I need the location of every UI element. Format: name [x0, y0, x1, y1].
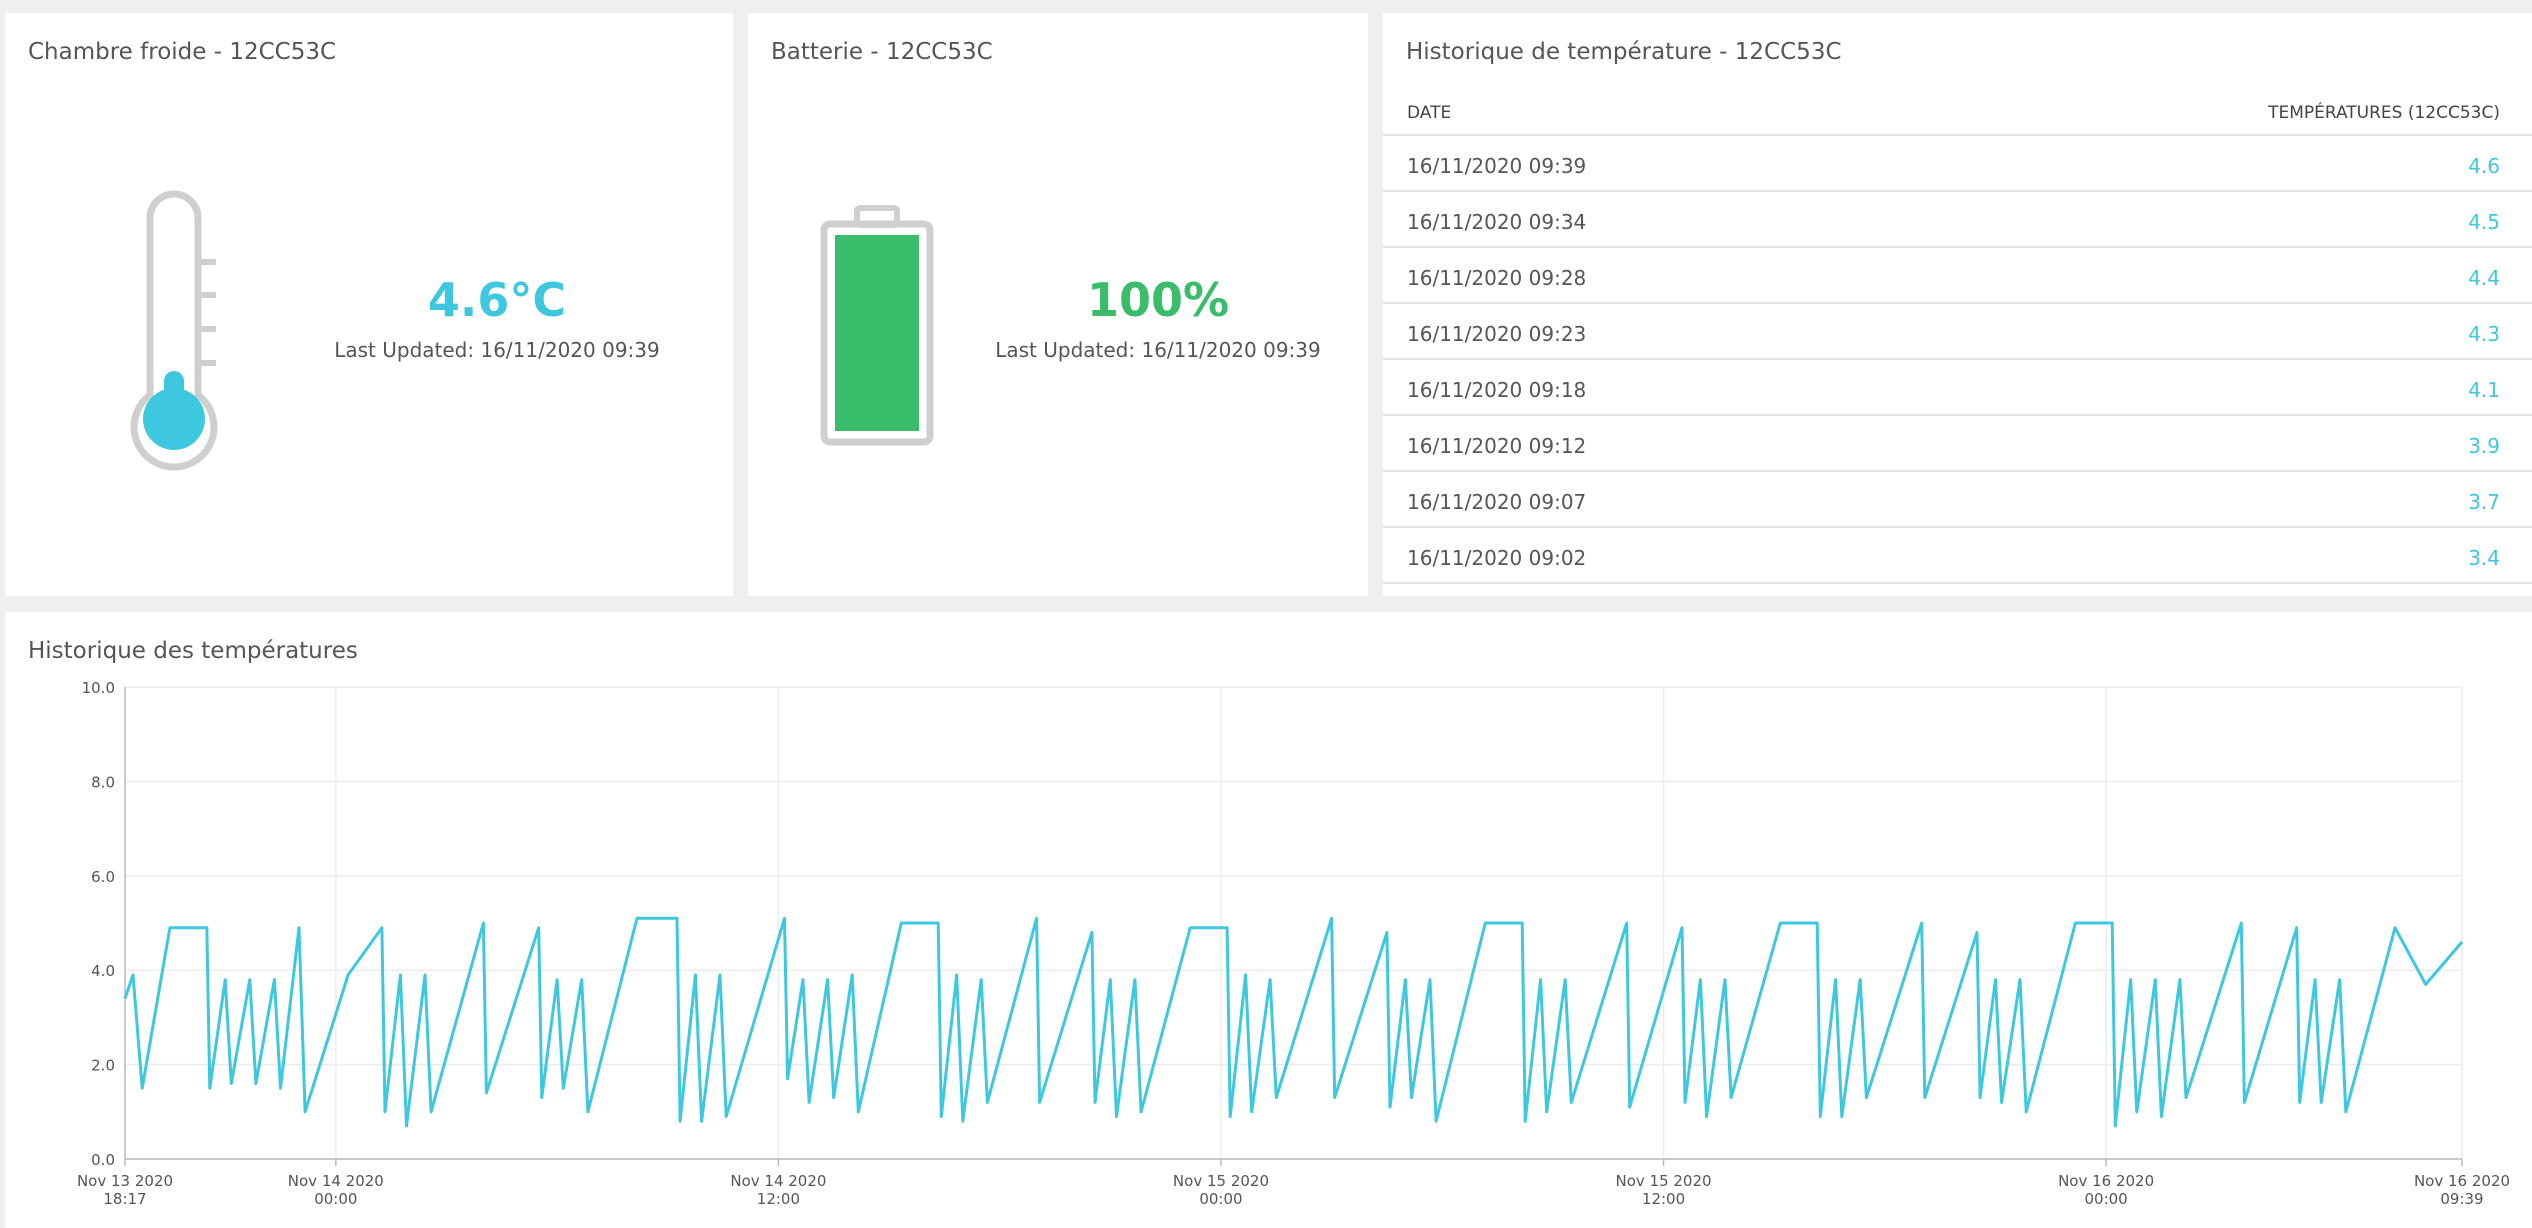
battery-last-updated: Last Updated: 16/11/2020 09:39 — [995, 338, 1321, 362]
temperature-last-updated: Last Updated: 16/11/2020 09:39 — [334, 338, 660, 362]
y-tick-label: 0.0 — [91, 1151, 115, 1169]
temperature-history-table: DATE TEMPÉRATURES (12CC53C) 16/11/2020 0… — [1383, 83, 2532, 584]
row-date: 16/11/2020 09:28 — [1407, 266, 1587, 290]
x-tick-label: 12:00 — [1642, 1190, 1685, 1208]
row-date: 16/11/2020 09:02 — [1407, 546, 1587, 570]
row-date: 16/11/2020 09:12 — [1407, 434, 1587, 458]
battery-title: Batterie - 12CC53C — [771, 39, 993, 65]
y-tick-label: 4.0 — [91, 962, 115, 980]
temperature-history-title: Historique de température - 12CC53C — [1406, 39, 1842, 65]
row-temperature: 3.4 — [2468, 546, 2500, 570]
row-temperature: 4.4 — [2468, 266, 2500, 290]
temperature-history-panel: Historique de température - 12CC53C DATE… — [1383, 13, 2532, 596]
cold-room-title: Chambre froide - 12CC53C — [28, 39, 337, 65]
x-tick-label: Nov 15 2020 — [1173, 1172, 1269, 1190]
table-row: 16/11/2020 09:07 3.7 — [1383, 472, 2532, 528]
table-row: 16/11/2020 09:12 3.9 — [1383, 416, 2532, 472]
row-temperature: 4.6 — [2468, 154, 2500, 178]
battery-panel: Batterie - 12CC53C 100% Last Updated: 16… — [748, 13, 1368, 596]
table-row: 16/11/2020 09:23 4.3 — [1383, 304, 2532, 360]
table-row: 16/11/2020 09:28 4.4 — [1383, 248, 2532, 304]
temperature-chart-panel: Historique des températures 0.0 2.0 4.0 6.0… — [5, 612, 2532, 1228]
x-tick-label: 00:00 — [2084, 1190, 2127, 1208]
x-tick-label: 00:00 — [1199, 1190, 1242, 1208]
x-tick-label: Nov 13 2020 — [77, 1172, 173, 1190]
x-tick-label: 12:00 — [757, 1190, 800, 1208]
y-tick-label: 8.0 — [91, 773, 115, 791]
battery-fill — [835, 235, 919, 431]
column-header-temperature[interactable]: TEMPÉRATURES (12CC53C) — [2268, 103, 2500, 123]
row-temperature: 4.5 — [2468, 210, 2500, 234]
x-tick-label: Nov 14 2020 — [730, 1172, 826, 1190]
x-tick-label: 00:00 — [314, 1190, 357, 1208]
y-tick-label: 10.0 — [82, 679, 115, 697]
table-row: 16/11/2020 09:34 4.5 — [1383, 192, 2532, 248]
x-tick-label: 09:39 — [2440, 1190, 2483, 1208]
table-row: 16/11/2020 09:39 4.6 — [1383, 136, 2532, 192]
row-temperature: 4.3 — [2468, 322, 2500, 346]
battery-icon — [820, 205, 934, 446]
x-tick-label: Nov 15 2020 — [1615, 1172, 1711, 1190]
row-temperature: 3.9 — [2468, 434, 2500, 458]
table-row: 16/11/2020 09:02 3.4 — [1383, 528, 2532, 584]
x-tick-label: Nov 16 2020 — [2058, 1172, 2154, 1190]
x-tick-label: Nov 16 2020 — [2414, 1172, 2510, 1190]
row-temperature: 3.7 — [2468, 490, 2500, 514]
y-tick-label: 6.0 — [91, 868, 115, 886]
temperature-series-line — [123, 916, 2464, 1128]
x-tick-label: 18:17 — [103, 1190, 146, 1208]
table-header: DATE TEMPÉRATURES (12CC53C) — [1383, 83, 2532, 136]
table-row: 16/11/2020 09:18 4.1 — [1383, 360, 2532, 416]
battery-value: 100% — [1086, 273, 1230, 327]
row-date: 16/11/2020 09:18 — [1407, 378, 1587, 402]
row-date: 16/11/2020 09:07 — [1407, 490, 1587, 514]
temperature-value: 4.6°C — [427, 273, 567, 327]
cold-room-panel: Chambre froide - 12CC53C 4.6°C Last Upda… — [5, 13, 733, 596]
thermometer-icon — [130, 190, 218, 471]
chart-title: Historique des températures — [28, 638, 358, 664]
row-date: 16/11/2020 09:23 — [1407, 322, 1587, 346]
x-tick-label: Nov 14 2020 — [288, 1172, 384, 1190]
row-date: 16/11/2020 09:39 — [1407, 154, 1587, 178]
y-tick-label: 2.0 — [91, 1057, 115, 1075]
row-temperature: 4.1 — [2468, 378, 2500, 402]
column-header-date[interactable]: DATE — [1407, 103, 1452, 123]
row-date: 16/11/2020 09:34 — [1407, 210, 1587, 234]
